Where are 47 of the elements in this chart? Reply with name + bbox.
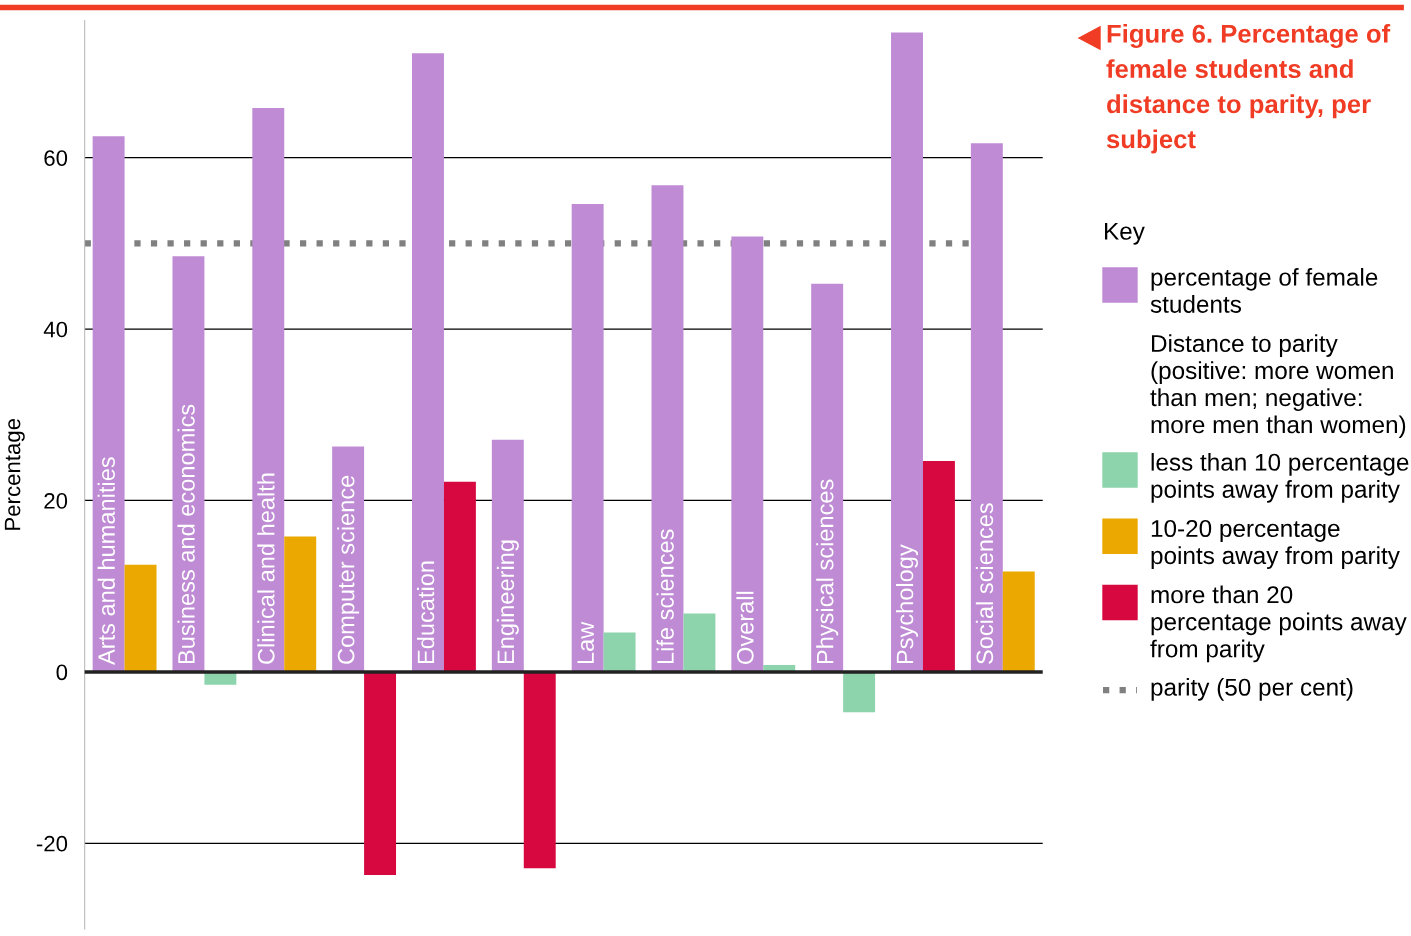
- bar: [651, 185, 684, 672]
- x-tick-label: Life sciences: [656, 529, 674, 664]
- bar: [172, 256, 205, 672]
- bar: [523, 671, 556, 869]
- x-tick-label: Business and economics: [177, 404, 195, 664]
- text: Distance to parity (positive: more women than men; negative: more men than women): [1150, 334, 1406, 439]
- legend-label: more than 20 percentage points away from parity: [1150, 585, 1407, 663]
- y-tick-label: 60: [44, 150, 68, 166]
- y-tick-label: 40: [43, 321, 68, 338]
- x-tick-label: Social sciences: [975, 503, 994, 664]
- bar: [252, 108, 285, 672]
- bar: [922, 461, 955, 672]
- bar: [1002, 571, 1035, 672]
- x-tick-label: Engineering: [496, 540, 519, 664]
- bar: [843, 671, 876, 713]
- bar: [811, 283, 844, 672]
- x-tick-label: Psychology: [896, 544, 919, 664]
- bar: [364, 671, 397, 875]
- y-axis-title: Percentage: [4, 418, 25, 530]
- bar: [284, 536, 317, 672]
- x-tick-label: Clinical and health: [257, 473, 275, 664]
- legend-title: Key: [1104, 222, 1145, 245]
- legend-label: less than 10 percentage points away from parity: [1151, 453, 1409, 503]
- legend-label: 10-20 percentage points away from parity: [1151, 519, 1400, 569]
- bar: [571, 203, 604, 672]
- text: Figure 6. Percentage of female students and distance to parity, per subject: [1106, 24, 1391, 154]
- bar: [491, 439, 524, 672]
- x-tick-label: Physical sciences: [816, 479, 839, 664]
- bar: [412, 53, 444, 672]
- y-tick-label: 0: [56, 664, 68, 681]
- bar: [443, 481, 476, 672]
- x-tick-label: Computer science: [337, 475, 360, 664]
- legend-label: parity (50 per cent): [1151, 678, 1353, 701]
- x-tick-label: Law: [577, 621, 594, 664]
- bar: [891, 32, 923, 672]
- legend-label: percentage of female students: [1150, 268, 1378, 313]
- bar: [124, 564, 157, 672]
- y-tick-label: 20: [44, 493, 68, 509]
- y-tick-label: -20: [36, 835, 68, 852]
- bar: [683, 613, 716, 672]
- x-tick-label: Education: [416, 561, 435, 664]
- bar: [731, 236, 764, 672]
- bar: [970, 143, 1003, 672]
- bar: [92, 136, 125, 672]
- x-tick-label: Overall: [736, 591, 754, 664]
- x-tick-label: Arts and humanities: [97, 457, 115, 665]
- bar: [603, 632, 636, 672]
